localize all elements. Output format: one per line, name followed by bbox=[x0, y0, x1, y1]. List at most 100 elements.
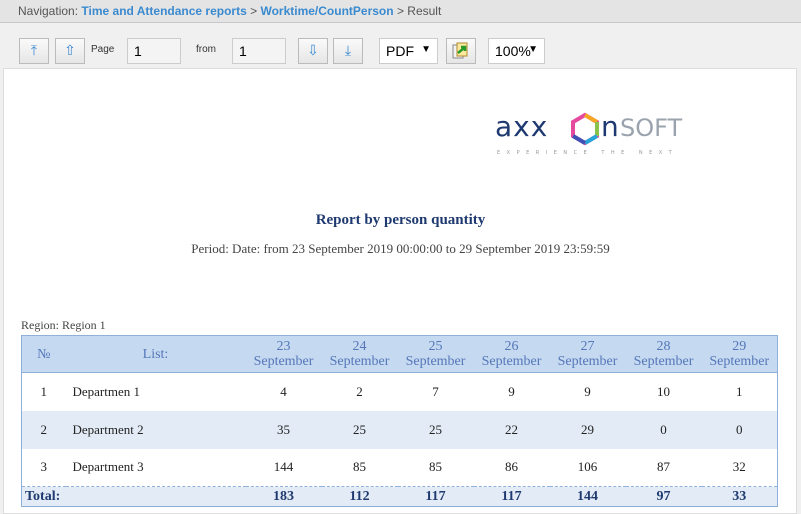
row-value: 85 bbox=[429, 459, 442, 475]
row-value: 25 bbox=[397, 410, 474, 449]
total-value: 183 bbox=[245, 486, 322, 507]
date-month: September bbox=[329, 354, 390, 369]
table-row: 2 Department 2 35 25 25 22 29 0 0 bbox=[21, 410, 778, 449]
date-day: 25 bbox=[428, 339, 443, 354]
date-month: September bbox=[405, 354, 466, 369]
total-value: 144 bbox=[549, 486, 626, 507]
row-value: 35 bbox=[245, 410, 322, 449]
col-date: 29 September bbox=[701, 335, 778, 373]
row-value: 25 bbox=[321, 410, 398, 449]
row-value: 0 bbox=[625, 410, 702, 449]
nav-prefix: Navigation: bbox=[18, 4, 79, 18]
row-value: 29 bbox=[549, 410, 626, 449]
col-date: 26 September bbox=[473, 335, 550, 373]
date-day: 23 bbox=[276, 339, 291, 354]
export-icon bbox=[452, 42, 468, 59]
row-value: 87 bbox=[657, 459, 670, 475]
col-num: № bbox=[21, 335, 66, 373]
row-name: Department 2 bbox=[65, 410, 246, 449]
row-num: 3 bbox=[40, 459, 48, 475]
crumb-current: Result bbox=[407, 4, 442, 18]
total-value: 117 bbox=[397, 486, 474, 507]
dropdown-arrow-icon: ▼ bbox=[421, 44, 431, 55]
col-date: 23 September bbox=[245, 335, 322, 373]
row-value: 1 bbox=[736, 383, 743, 399]
dropdown-arrow-icon: ▼ bbox=[528, 44, 538, 55]
total-value: 97 bbox=[625, 486, 702, 507]
row-value: 9 bbox=[584, 383, 591, 399]
row-value: 4 bbox=[280, 383, 287, 399]
row-value: 85 bbox=[353, 459, 366, 475]
last-page-icon: ⤓ bbox=[344, 43, 352, 59]
date-day: 27 bbox=[580, 339, 595, 354]
svg-text:SOFT: SOFT bbox=[620, 114, 683, 142]
col-date: 25 September bbox=[397, 335, 474, 373]
report-table: № List: 23 September 24 September 25 Septembe… bbox=[21, 335, 778, 507]
row-value: 86 bbox=[505, 459, 518, 475]
page-input[interactable]: 1 bbox=[127, 38, 181, 64]
row-value: 10 bbox=[657, 383, 670, 399]
date-month: September bbox=[709, 354, 770, 369]
region-label: Region: Region 1 bbox=[21, 318, 106, 332]
table-row: 1 Departmen 1 4 2 7 9 9 10 1 bbox=[22, 373, 778, 411]
row-value: 144 bbox=[273, 459, 294, 475]
total-pages-field[interactable]: 1 bbox=[232, 38, 286, 64]
row-name: Departmen 1 bbox=[72, 383, 141, 399]
col-date: 27 September bbox=[549, 335, 626, 373]
zoom-value: 100% bbox=[495, 43, 531, 59]
toolbar: ⤒ ⇧ Page 1 from 1 ⇩ ⤓ PDF ▼ 100% ▼ bbox=[0, 23, 801, 67]
row-value: 22 bbox=[473, 410, 550, 449]
row-value: 2 bbox=[356, 383, 363, 399]
date-month: September bbox=[253, 354, 314, 369]
page-label: Page bbox=[91, 44, 115, 55]
arrow-up-icon: ⇧ bbox=[64, 43, 76, 59]
format-value: PDF bbox=[386, 43, 414, 59]
total-label: Total: bbox=[21, 486, 246, 507]
total-row: Total: 183 112 117 117 144 97 33 bbox=[21, 486, 778, 507]
col-list: List: bbox=[65, 335, 246, 373]
first-page-button[interactable]: ⤒ bbox=[19, 38, 49, 64]
crumb-worktime[interactable]: Worktime/CountPerson bbox=[260, 4, 394, 18]
crumb-separator: > bbox=[396, 4, 404, 18]
last-page-button[interactable]: ⤓ bbox=[333, 38, 363, 64]
breadcrumb: Navigation: Time and Attendance reports … bbox=[0, 0, 801, 23]
first-page-icon: ⤒ bbox=[30, 43, 38, 59]
crumb-separator: > bbox=[250, 4, 258, 18]
col-date: 24 September bbox=[321, 335, 398, 373]
svg-text:EXPERIENCE THE NEXT: EXPERIENCE THE NEXT bbox=[497, 150, 678, 156]
from-label: from bbox=[196, 44, 216, 55]
axxonsoft-logo: axx n SOFT EXPERIENCE THE NEXT bbox=[495, 110, 683, 156]
row-num: 2 bbox=[21, 410, 66, 449]
date-month: September bbox=[633, 354, 694, 369]
row-value: 9 bbox=[508, 383, 515, 399]
total-value: 33 bbox=[701, 486, 778, 507]
row-num: 1 bbox=[40, 383, 48, 399]
report-period: Period: Date: from 23 September 2019 00:… bbox=[191, 241, 610, 256]
col-date: 28 September bbox=[625, 335, 702, 373]
date-month: September bbox=[481, 354, 542, 369]
table-header: № List: 23 September 24 September 25 Septembe… bbox=[21, 335, 778, 373]
date-month: September bbox=[557, 354, 618, 369]
row-value: 32 bbox=[732, 459, 746, 475]
next-page-button[interactable]: ⇩ bbox=[298, 38, 328, 64]
row-value: 0 bbox=[701, 410, 778, 449]
date-day: 24 bbox=[352, 339, 367, 354]
row-value: 106 bbox=[577, 459, 598, 475]
date-day: 26 bbox=[504, 339, 519, 354]
total-value: 117 bbox=[473, 486, 550, 507]
prev-page-button[interactable]: ⇧ bbox=[55, 38, 85, 64]
svg-text:n: n bbox=[601, 110, 619, 143]
table-row: 3 Department 3 144 85 85 86 106 87 32 bbox=[22, 449, 778, 487]
format-select[interactable]: PDF ▼ bbox=[379, 38, 438, 64]
date-day: 29 bbox=[732, 339, 747, 354]
zoom-select[interactable]: 100% ▼ bbox=[488, 38, 545, 64]
svg-text:axx: axx bbox=[495, 110, 548, 143]
date-day: 28 bbox=[656, 339, 671, 354]
row-value: 7 bbox=[432, 383, 439, 399]
crumb-time-attendance[interactable]: Time and Attendance reports bbox=[81, 4, 247, 18]
arrow-down-icon: ⇩ bbox=[307, 43, 319, 59]
row-name: Department 3 bbox=[72, 459, 144, 475]
total-value: 112 bbox=[321, 486, 398, 507]
report-title: Report by person quantity bbox=[315, 212, 486, 228]
export-button[interactable] bbox=[446, 38, 476, 64]
